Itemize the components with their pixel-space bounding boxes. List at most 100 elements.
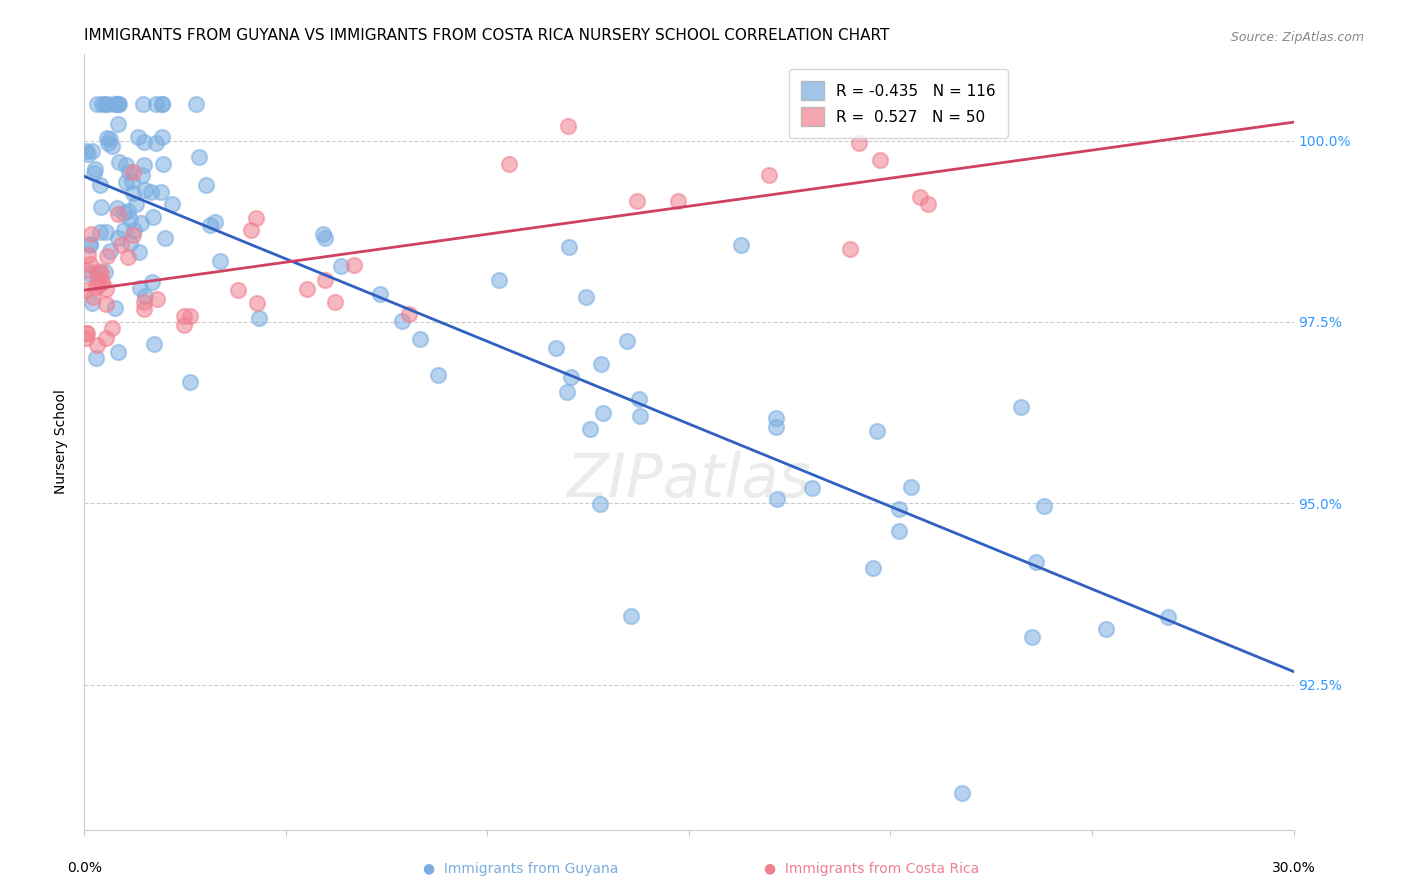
Point xyxy=(616,334,638,349)
Point xyxy=(90,276,112,290)
Point xyxy=(132,97,155,112)
Point xyxy=(89,277,111,291)
Text: Source: ZipAtlas.com: Source: ZipAtlas.com xyxy=(1230,31,1364,45)
Point xyxy=(246,295,269,310)
Point xyxy=(889,502,911,516)
Point xyxy=(94,282,117,296)
Point xyxy=(132,158,155,172)
Point xyxy=(889,524,911,538)
Point xyxy=(1025,555,1047,569)
Point xyxy=(766,491,789,506)
Point xyxy=(560,370,582,384)
Point xyxy=(86,273,108,287)
Point xyxy=(666,194,689,208)
Point xyxy=(127,129,149,144)
Point xyxy=(104,301,127,316)
Point xyxy=(79,236,101,251)
Point xyxy=(79,267,101,281)
Text: 0.0%: 0.0% xyxy=(67,861,101,874)
Point xyxy=(838,242,860,256)
Point xyxy=(555,384,578,399)
Point xyxy=(107,207,129,221)
Point xyxy=(591,358,613,372)
Point xyxy=(150,129,173,144)
Point xyxy=(195,178,218,193)
Point xyxy=(117,250,139,264)
Point xyxy=(129,281,152,295)
Point xyxy=(730,238,752,252)
Point xyxy=(143,337,166,351)
Point xyxy=(1010,401,1032,415)
Point xyxy=(187,150,209,164)
Point xyxy=(155,231,177,245)
Point xyxy=(409,332,432,346)
Point xyxy=(75,263,97,277)
Point xyxy=(866,424,889,438)
Point xyxy=(1095,622,1118,636)
Point xyxy=(89,263,111,277)
Point xyxy=(179,375,201,389)
Point xyxy=(575,291,598,305)
Point xyxy=(107,231,129,245)
Point xyxy=(90,266,112,280)
Point xyxy=(131,168,153,182)
Point xyxy=(83,166,105,180)
Point xyxy=(589,497,612,511)
Point xyxy=(1021,630,1043,644)
Point xyxy=(765,419,787,434)
Point xyxy=(90,97,112,112)
Point xyxy=(79,256,101,270)
Point xyxy=(94,331,117,345)
Point xyxy=(128,244,150,259)
Point xyxy=(96,249,118,263)
Point xyxy=(391,313,413,327)
Point xyxy=(160,197,183,211)
Point xyxy=(141,185,163,199)
Point xyxy=(89,178,111,193)
Point xyxy=(1032,499,1054,513)
Point xyxy=(105,97,128,112)
Point xyxy=(134,289,156,303)
Point xyxy=(498,157,520,171)
Y-axis label: Nursery School: Nursery School xyxy=(55,389,69,494)
Point xyxy=(142,210,165,224)
Point xyxy=(150,97,173,112)
Point xyxy=(120,211,142,226)
Point xyxy=(132,136,155,150)
Point xyxy=(179,310,201,324)
Point xyxy=(557,240,579,254)
Point xyxy=(312,227,335,242)
Point xyxy=(342,258,364,272)
Point xyxy=(80,227,103,241)
Point xyxy=(173,309,195,323)
Point xyxy=(80,144,103,158)
Point xyxy=(82,290,104,304)
Point xyxy=(86,97,108,112)
Point xyxy=(200,218,222,232)
Point xyxy=(862,561,884,575)
Point xyxy=(579,422,602,436)
Point xyxy=(98,244,121,258)
Point xyxy=(325,295,347,310)
Point xyxy=(488,273,510,287)
Point xyxy=(240,223,263,237)
Point xyxy=(145,97,167,112)
Point xyxy=(86,338,108,352)
Point xyxy=(110,238,132,252)
Point xyxy=(96,97,118,112)
Point xyxy=(115,175,138,189)
Point xyxy=(146,292,169,306)
Legend: R = -0.435   N = 116, R =  0.527   N = 50: R = -0.435 N = 116, R = 0.527 N = 50 xyxy=(789,69,1008,138)
Point xyxy=(1157,610,1180,624)
Point xyxy=(134,183,156,197)
Point xyxy=(121,186,143,200)
Point xyxy=(107,97,129,112)
Point xyxy=(150,97,173,112)
Point xyxy=(121,174,143,188)
Point xyxy=(96,130,118,145)
Point xyxy=(869,153,891,167)
Text: ●  Immigrants from Costa Rica: ● Immigrants from Costa Rica xyxy=(763,862,980,876)
Point xyxy=(96,225,118,239)
Point xyxy=(141,275,163,289)
Point xyxy=(134,302,156,317)
